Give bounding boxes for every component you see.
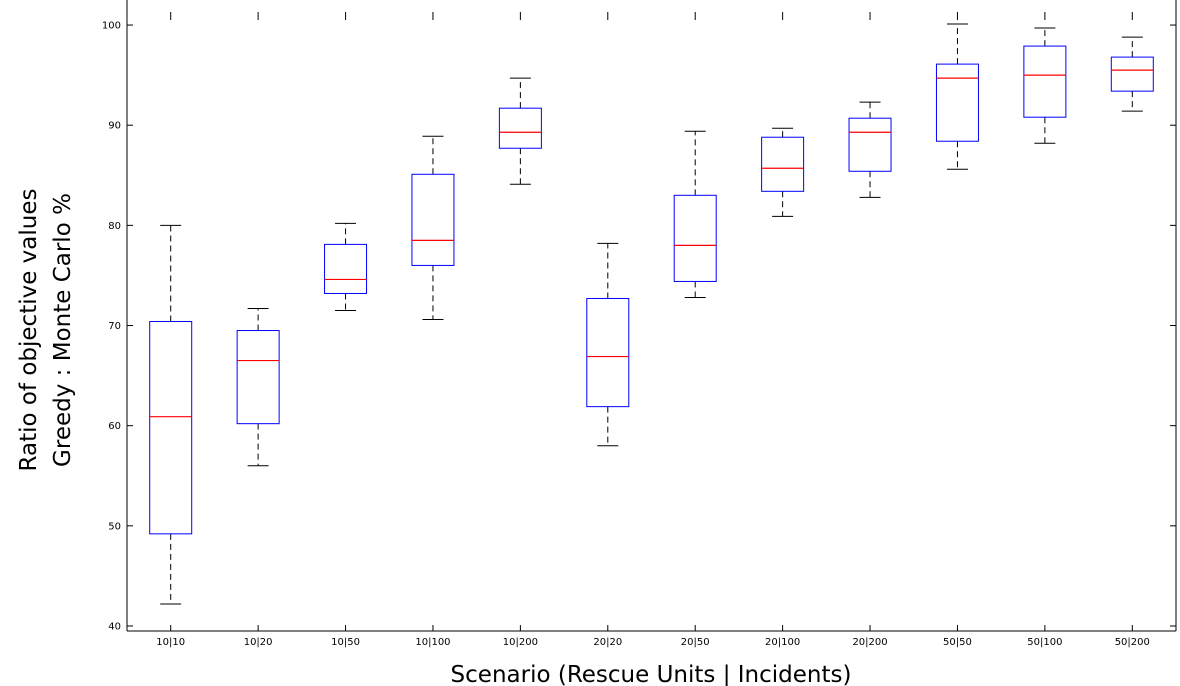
iqr-box <box>236 330 280 425</box>
x-tick-label: 50|100 <box>1027 637 1062 648</box>
box-item <box>498 77 542 185</box>
x-tick-label: 50|200 <box>1115 637 1150 648</box>
x-tick-label: 10|200 <box>503 637 538 648</box>
box-item <box>935 23 979 170</box>
iqr-box <box>935 63 979 142</box>
box-item <box>586 242 630 447</box>
x-tick-label: 20|50 <box>681 637 710 648</box>
iqr-box <box>673 194 717 282</box>
x-tick-label: 20|100 <box>765 637 800 648</box>
x-tick-label: 20|200 <box>852 637 887 648</box>
x-tick-label: 20|20 <box>593 637 622 648</box>
box-item <box>1110 36 1154 112</box>
y-tick-label: 60 <box>108 421 121 432</box>
y-axis-title-line-2: Greedy : Monte Carlo % <box>50 193 76 467</box>
iqr-box <box>1110 56 1154 92</box>
y-tick-label: 40 <box>108 621 121 632</box>
iqr-box <box>324 243 368 294</box>
x-axis-title: Scenario (Rescue Units | Incidents) <box>451 662 852 686</box>
iqr-box <box>1023 45 1067 118</box>
y-tick-label: 80 <box>108 221 121 232</box>
box-item <box>324 222 368 311</box>
iqr-box <box>149 321 193 535</box>
box-item <box>236 307 280 467</box>
box-item <box>1023 27 1067 144</box>
iqr-box <box>848 117 892 172</box>
y-tick-label: 70 <box>108 321 121 332</box>
iqr-box <box>411 173 455 266</box>
axis-ticks <box>127 12 1176 631</box>
y-axis-title-line-1: Ratio of objective values <box>16 189 42 472</box>
box-item <box>848 101 892 198</box>
y-tick-label: 100 <box>102 21 121 32</box>
box-item <box>673 130 717 298</box>
iqr-box <box>761 136 805 192</box>
x-tick-label: 10|100 <box>415 637 450 648</box>
box-item <box>761 127 805 217</box>
box-series <box>149 23 1154 605</box>
box-item <box>149 224 193 605</box>
tick-labels: 40 50 60 70 80 90 100 10|10 10|20 10|50 10|100 10|2… <box>102 21 1150 648</box>
x-tick-label: 50|50 <box>943 637 972 648</box>
box-item <box>411 135 455 321</box>
iqr-box <box>498 107 542 149</box>
x-tick-label: 10|20 <box>244 637 273 648</box>
x-tick-label: 10|10 <box>156 637 185 648</box>
y-tick-label: 50 <box>108 521 121 532</box>
iqr-box <box>586 297 630 408</box>
x-tick-label: 10|50 <box>331 637 360 648</box>
axes <box>126 0 1177 632</box>
y-tick-label: 90 <box>108 121 121 132</box>
